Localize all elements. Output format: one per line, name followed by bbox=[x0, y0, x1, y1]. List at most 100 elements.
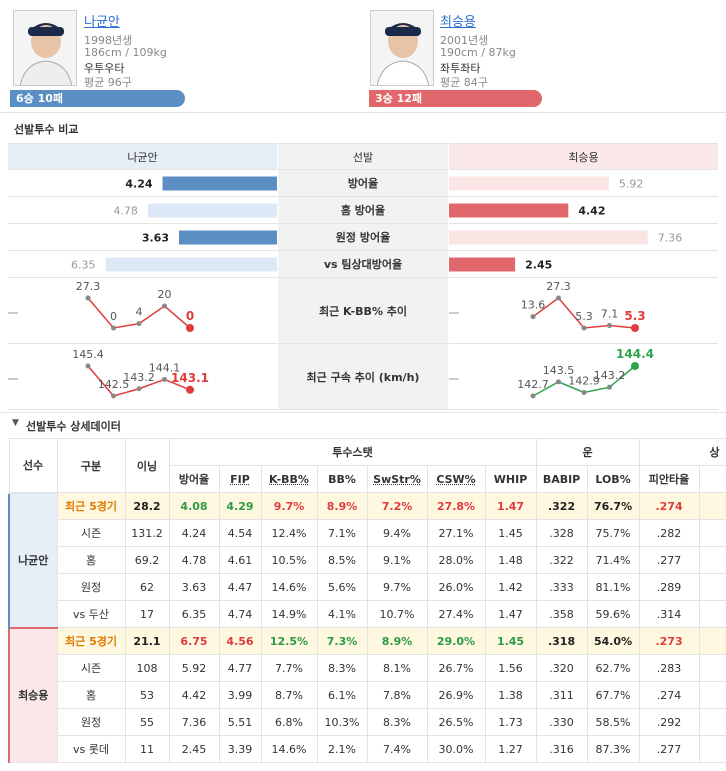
stat-cell: .330 bbox=[535, 708, 588, 736]
stat-cell: 3.99 bbox=[218, 681, 262, 709]
stat-cell: 10.3% bbox=[316, 708, 368, 736]
stat-cell: 28.2 bbox=[124, 492, 170, 520]
split-cell: 홈 bbox=[56, 546, 126, 574]
stat-cell: 4.24 bbox=[168, 519, 220, 547]
stat-cell: 131.2 bbox=[124, 519, 170, 547]
data-row: 원정 55 7.36 5.51 6.8% 10.3% 8.3% 26.5% 1.73.330 58… bbox=[9, 708, 726, 736]
compare-cell bbox=[8, 251, 277, 278]
stat-cell: 75.7% bbox=[586, 519, 640, 547]
player-avg_pitch: 평균 84구 bbox=[440, 76, 488, 89]
stat-cell: 28.0% bbox=[426, 546, 486, 574]
split-cell: vs 두산 bbox=[56, 600, 126, 628]
group-header: 운 bbox=[535, 438, 640, 466]
stat-cell: 26.5% bbox=[426, 708, 486, 736]
stat-cell: .274 bbox=[638, 492, 700, 520]
stat-cell: 9.1% bbox=[366, 546, 428, 574]
stat-cell: 4.74 bbox=[218, 600, 262, 628]
stat-cell: 8.9% bbox=[316, 492, 368, 520]
stat-cell: .273 bbox=[638, 627, 700, 655]
stat-cell: .358 bbox=[535, 600, 588, 628]
spacer bbox=[698, 573, 726, 601]
stat-cell: 26.9% bbox=[426, 681, 486, 709]
stat-cell: 12.5% bbox=[260, 627, 318, 655]
stat-cell: 7.7% bbox=[260, 654, 318, 682]
stat-cell: 27.8% bbox=[426, 492, 486, 520]
stat-cell: 14.9% bbox=[260, 600, 318, 628]
split-cell: 시즌 bbox=[56, 654, 126, 682]
stat-cell: 6.1% bbox=[316, 681, 368, 709]
stat-cell: 1.47 bbox=[484, 600, 537, 628]
compare-cell bbox=[8, 170, 277, 197]
split-cell: 원정 bbox=[56, 573, 126, 601]
compare-label: 방어율 bbox=[278, 170, 448, 197]
avatar bbox=[19, 23, 73, 85]
header-cell: 구분 bbox=[56, 438, 126, 493]
split-cell: 시즌 bbox=[56, 519, 126, 547]
compare-cell bbox=[449, 251, 718, 278]
group-header: 상 bbox=[638, 438, 726, 466]
data-row: 나균안 최근 5경기 28.2 4.08 4.29 9.7% 8.9% 7.2% 27.8% 1.… bbox=[8, 491, 726, 628]
stat-cell: .282 bbox=[638, 519, 700, 547]
stat-cell: 10.5% bbox=[260, 546, 318, 574]
stat-cell: 4.77 bbox=[218, 654, 262, 682]
data-row: 홈 69.2 4.78 4.61 10.5% 8.5% 9.1% 28.0% 1.48.322 7… bbox=[9, 546, 726, 574]
stat-cell: 4.56 bbox=[218, 627, 262, 655]
player-name[interactable]: 나균안 bbox=[84, 15, 120, 30]
stat-cell: .322 bbox=[535, 546, 588, 574]
stat-cell: .322 bbox=[535, 492, 588, 520]
stat-cell: 108 bbox=[124, 654, 170, 682]
stat-cell: 27.1% bbox=[426, 519, 486, 547]
trend-label: 최근 구속 추이 (km/h) bbox=[278, 344, 448, 410]
compare-cell bbox=[449, 224, 718, 251]
player-photo bbox=[13, 10, 77, 86]
group-header: 투수스탯 bbox=[168, 438, 537, 466]
stat-cell: 6.8% bbox=[260, 708, 318, 736]
stat-cell: 1.48 bbox=[484, 546, 537, 574]
stat-cell: 4.1% bbox=[316, 600, 368, 628]
stat-cell: 1.47 bbox=[484, 492, 537, 520]
player-cell: 최승용 bbox=[8, 626, 58, 763]
spacer bbox=[698, 627, 726, 655]
stat-cell: 2.1% bbox=[316, 735, 368, 763]
stat-cell: 76.7% bbox=[586, 492, 640, 520]
player-name[interactable]: 최승용 bbox=[440, 15, 476, 30]
stat-cell: 8.9% bbox=[366, 627, 428, 655]
stat-cell: 5.92 bbox=[168, 654, 220, 682]
spacer bbox=[698, 600, 726, 628]
trend-label: 최근 K-BB% 추이 bbox=[278, 278, 448, 344]
stat-cell: 14.6% bbox=[260, 573, 318, 601]
stat-cell: 3.39 bbox=[218, 735, 262, 763]
stat-cell: .289 bbox=[638, 573, 700, 601]
header-row: 방어율 FIP K-BB% BB% SwStr% CSW% WHIP BABIP LOB% 피안타… bbox=[9, 465, 726, 493]
column-header: SwStr% bbox=[366, 465, 428, 493]
stat-cell: .328 bbox=[535, 519, 588, 547]
stat-cell: .277 bbox=[638, 546, 700, 574]
compare-cell bbox=[8, 224, 277, 251]
column-header: LOB% bbox=[586, 465, 640, 493]
section-toggle[interactable]: ▼ bbox=[12, 418, 19, 428]
compare-header: 선발 bbox=[278, 143, 448, 170]
trend-cell bbox=[8, 278, 277, 344]
player-avg_pitch: 평균 96구 bbox=[84, 76, 132, 89]
column-header: CSW% bbox=[426, 465, 486, 493]
data-row: 시즌 108 5.92 4.77 7.7% 8.3% 8.1% 26.7% 1.56.320 62… bbox=[9, 654, 726, 682]
stat-cell: .283 bbox=[638, 654, 700, 682]
player-size: 186cm / 109kg bbox=[84, 46, 167, 59]
stat-cell: 4.61 bbox=[218, 546, 262, 574]
stat-cell: .292 bbox=[638, 708, 700, 736]
stat-cell: 12.4% bbox=[260, 519, 318, 547]
player-birth: 1998년생 bbox=[84, 34, 133, 47]
stat-cell: 17 bbox=[124, 600, 170, 628]
stat-cell: 8.3% bbox=[366, 708, 428, 736]
stat-cell: 58.5% bbox=[586, 708, 640, 736]
stat-cell: .311 bbox=[535, 681, 588, 709]
stat-cell: .316 bbox=[535, 735, 588, 763]
split-cell: vs 롯데 bbox=[56, 735, 126, 763]
compare-label: 원정 방어율 bbox=[278, 224, 448, 251]
stat-cell: 4.54 bbox=[218, 519, 262, 547]
data-row: 홈 53 4.42 3.99 8.7% 6.1% 7.8% 26.9% 1.38.311 67.7… bbox=[9, 681, 726, 709]
compare-label: vs 팀상대방어율 bbox=[278, 251, 448, 278]
stat-cell: 27.4% bbox=[426, 600, 486, 628]
stat-cell: 1.45 bbox=[484, 627, 537, 655]
split-cell: 최근 5경기 bbox=[56, 492, 126, 520]
